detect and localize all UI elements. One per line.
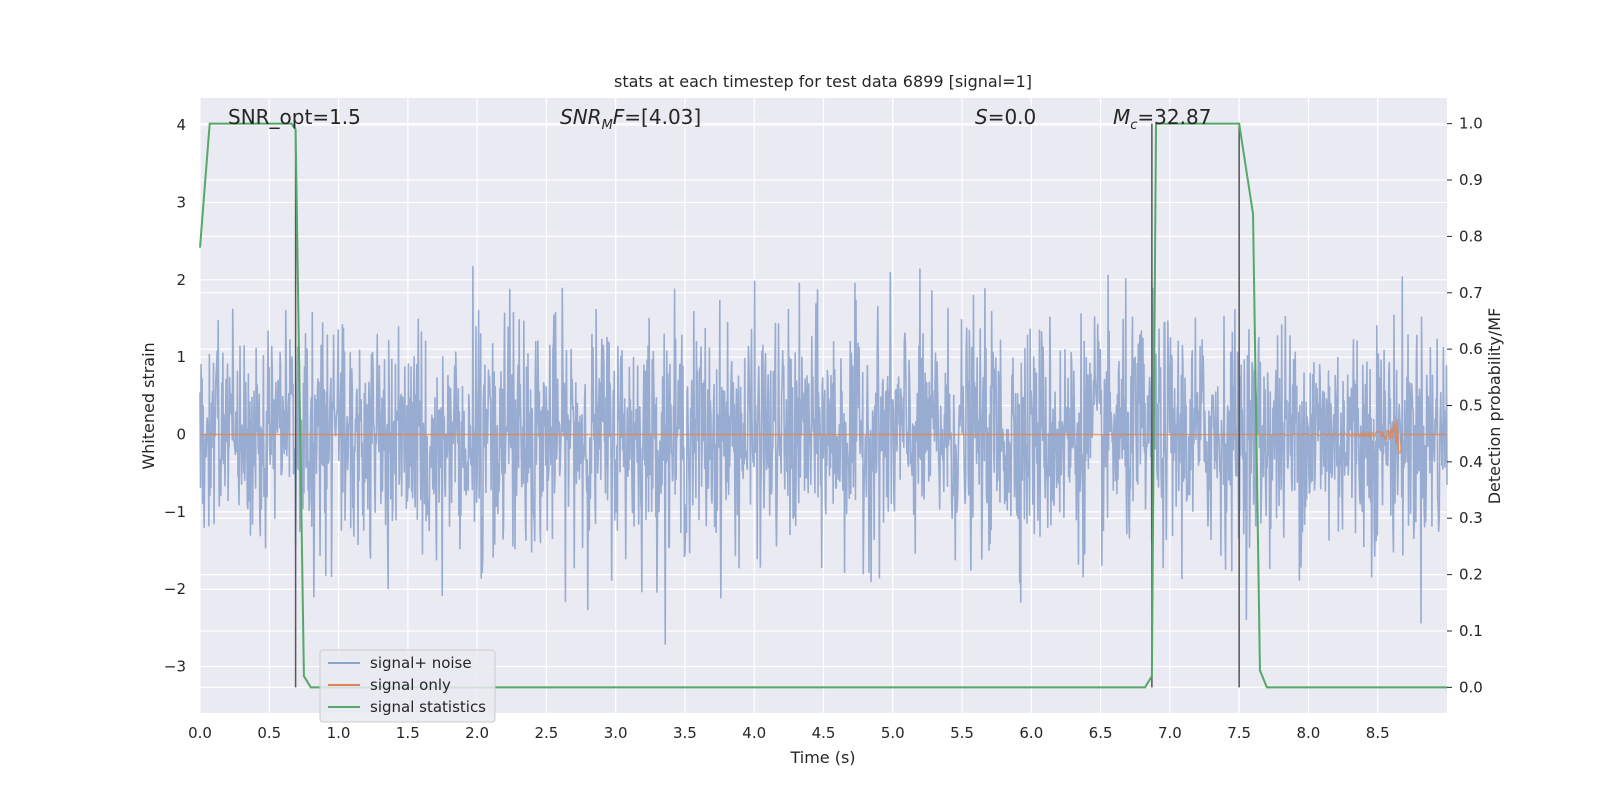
y-tick-label-right: 0.3 xyxy=(1459,509,1483,527)
legend-label-signal-noise: signal+ noise xyxy=(370,654,472,672)
x-tick-label: 2.5 xyxy=(534,724,558,742)
x-tick-label: 7.5 xyxy=(1227,724,1251,742)
y-tick-label-left: 1 xyxy=(176,348,186,366)
plot-area xyxy=(199,122,1448,689)
x-axis-label: Time (s) xyxy=(789,748,855,767)
x-tick-label: 3.0 xyxy=(604,724,628,742)
y-tick-label-left: 2 xyxy=(176,271,186,289)
x-tick-label: 6.5 xyxy=(1089,724,1113,742)
x-tick-label: 8.0 xyxy=(1297,724,1321,742)
y-tick-label-right: 0.0 xyxy=(1459,678,1483,696)
y-tick-label-right: 0.1 xyxy=(1459,622,1483,640)
y-tick-label-right: 0.2 xyxy=(1459,566,1483,584)
y-tick-label-right: 0.4 xyxy=(1459,453,1483,471)
y-tick-label-left: −1 xyxy=(164,503,186,521)
y-axis-label-left: Whitened strain xyxy=(139,342,158,469)
y-tick-label-right: 0.5 xyxy=(1459,397,1483,415)
x-tick-label: 5.5 xyxy=(950,724,974,742)
annotation-snr-mf: SNRMF=[4.03] xyxy=(560,105,701,133)
legend-label-signal-statistics: signal statistics xyxy=(370,698,486,716)
y-tick-label-right: 0.6 xyxy=(1459,340,1483,358)
legend: signal+ noise signal only signal statist… xyxy=(319,649,496,723)
x-tick-label: 1.5 xyxy=(396,724,420,742)
legend-box xyxy=(319,649,496,723)
x-tick-label: 2.0 xyxy=(465,724,489,742)
annotation-mc: Mc=32.87 xyxy=(1113,105,1211,133)
x-tick-label: 0.5 xyxy=(257,724,281,742)
y-tick-label-right: 1.0 xyxy=(1459,115,1483,133)
axes: 0.0 0.5 1.0 1.5 2.0 2.5 3.0 3.5 4.0 4.5 5.0 5.5 6.0 6… xyxy=(164,115,1483,742)
x-tick-label: 4.5 xyxy=(812,724,836,742)
y-tick-label-left: 3 xyxy=(176,193,186,211)
y-tick-label-right: 0.7 xyxy=(1459,284,1483,302)
chart-title: stats at each timestep for test data 689… xyxy=(614,72,1032,91)
x-tick-label: 4.0 xyxy=(742,724,766,742)
y-tick-label-right: 0.9 xyxy=(1459,171,1483,189)
y-tick-label-left: −3 xyxy=(164,658,186,676)
legend-label-signal-only: signal only xyxy=(370,676,451,694)
annotation-snr-opt: SNR_opt=1.5 xyxy=(228,105,361,129)
y-axis-label-right: Detection probability/MF xyxy=(1485,308,1504,505)
x-tick-label: 3.5 xyxy=(673,724,697,742)
x-tick-label: 0.0 xyxy=(188,724,212,742)
x-tick-label: 1.0 xyxy=(327,724,351,742)
x-tick-label: 5.0 xyxy=(881,724,905,742)
x-tick-label: 7.0 xyxy=(1158,724,1182,742)
series-signal-statistics xyxy=(199,122,1447,689)
y-tick-label-left: 4 xyxy=(176,116,186,134)
annotation-s: S=0.0 xyxy=(975,105,1036,129)
x-tick-label: 8.5 xyxy=(1366,724,1390,742)
y-tick-label-left: −2 xyxy=(164,580,186,598)
y-tick-label-left: 0 xyxy=(176,426,186,444)
y-tick-label-right: 0.8 xyxy=(1459,227,1483,245)
x-tick-label: 6.0 xyxy=(1019,724,1043,742)
